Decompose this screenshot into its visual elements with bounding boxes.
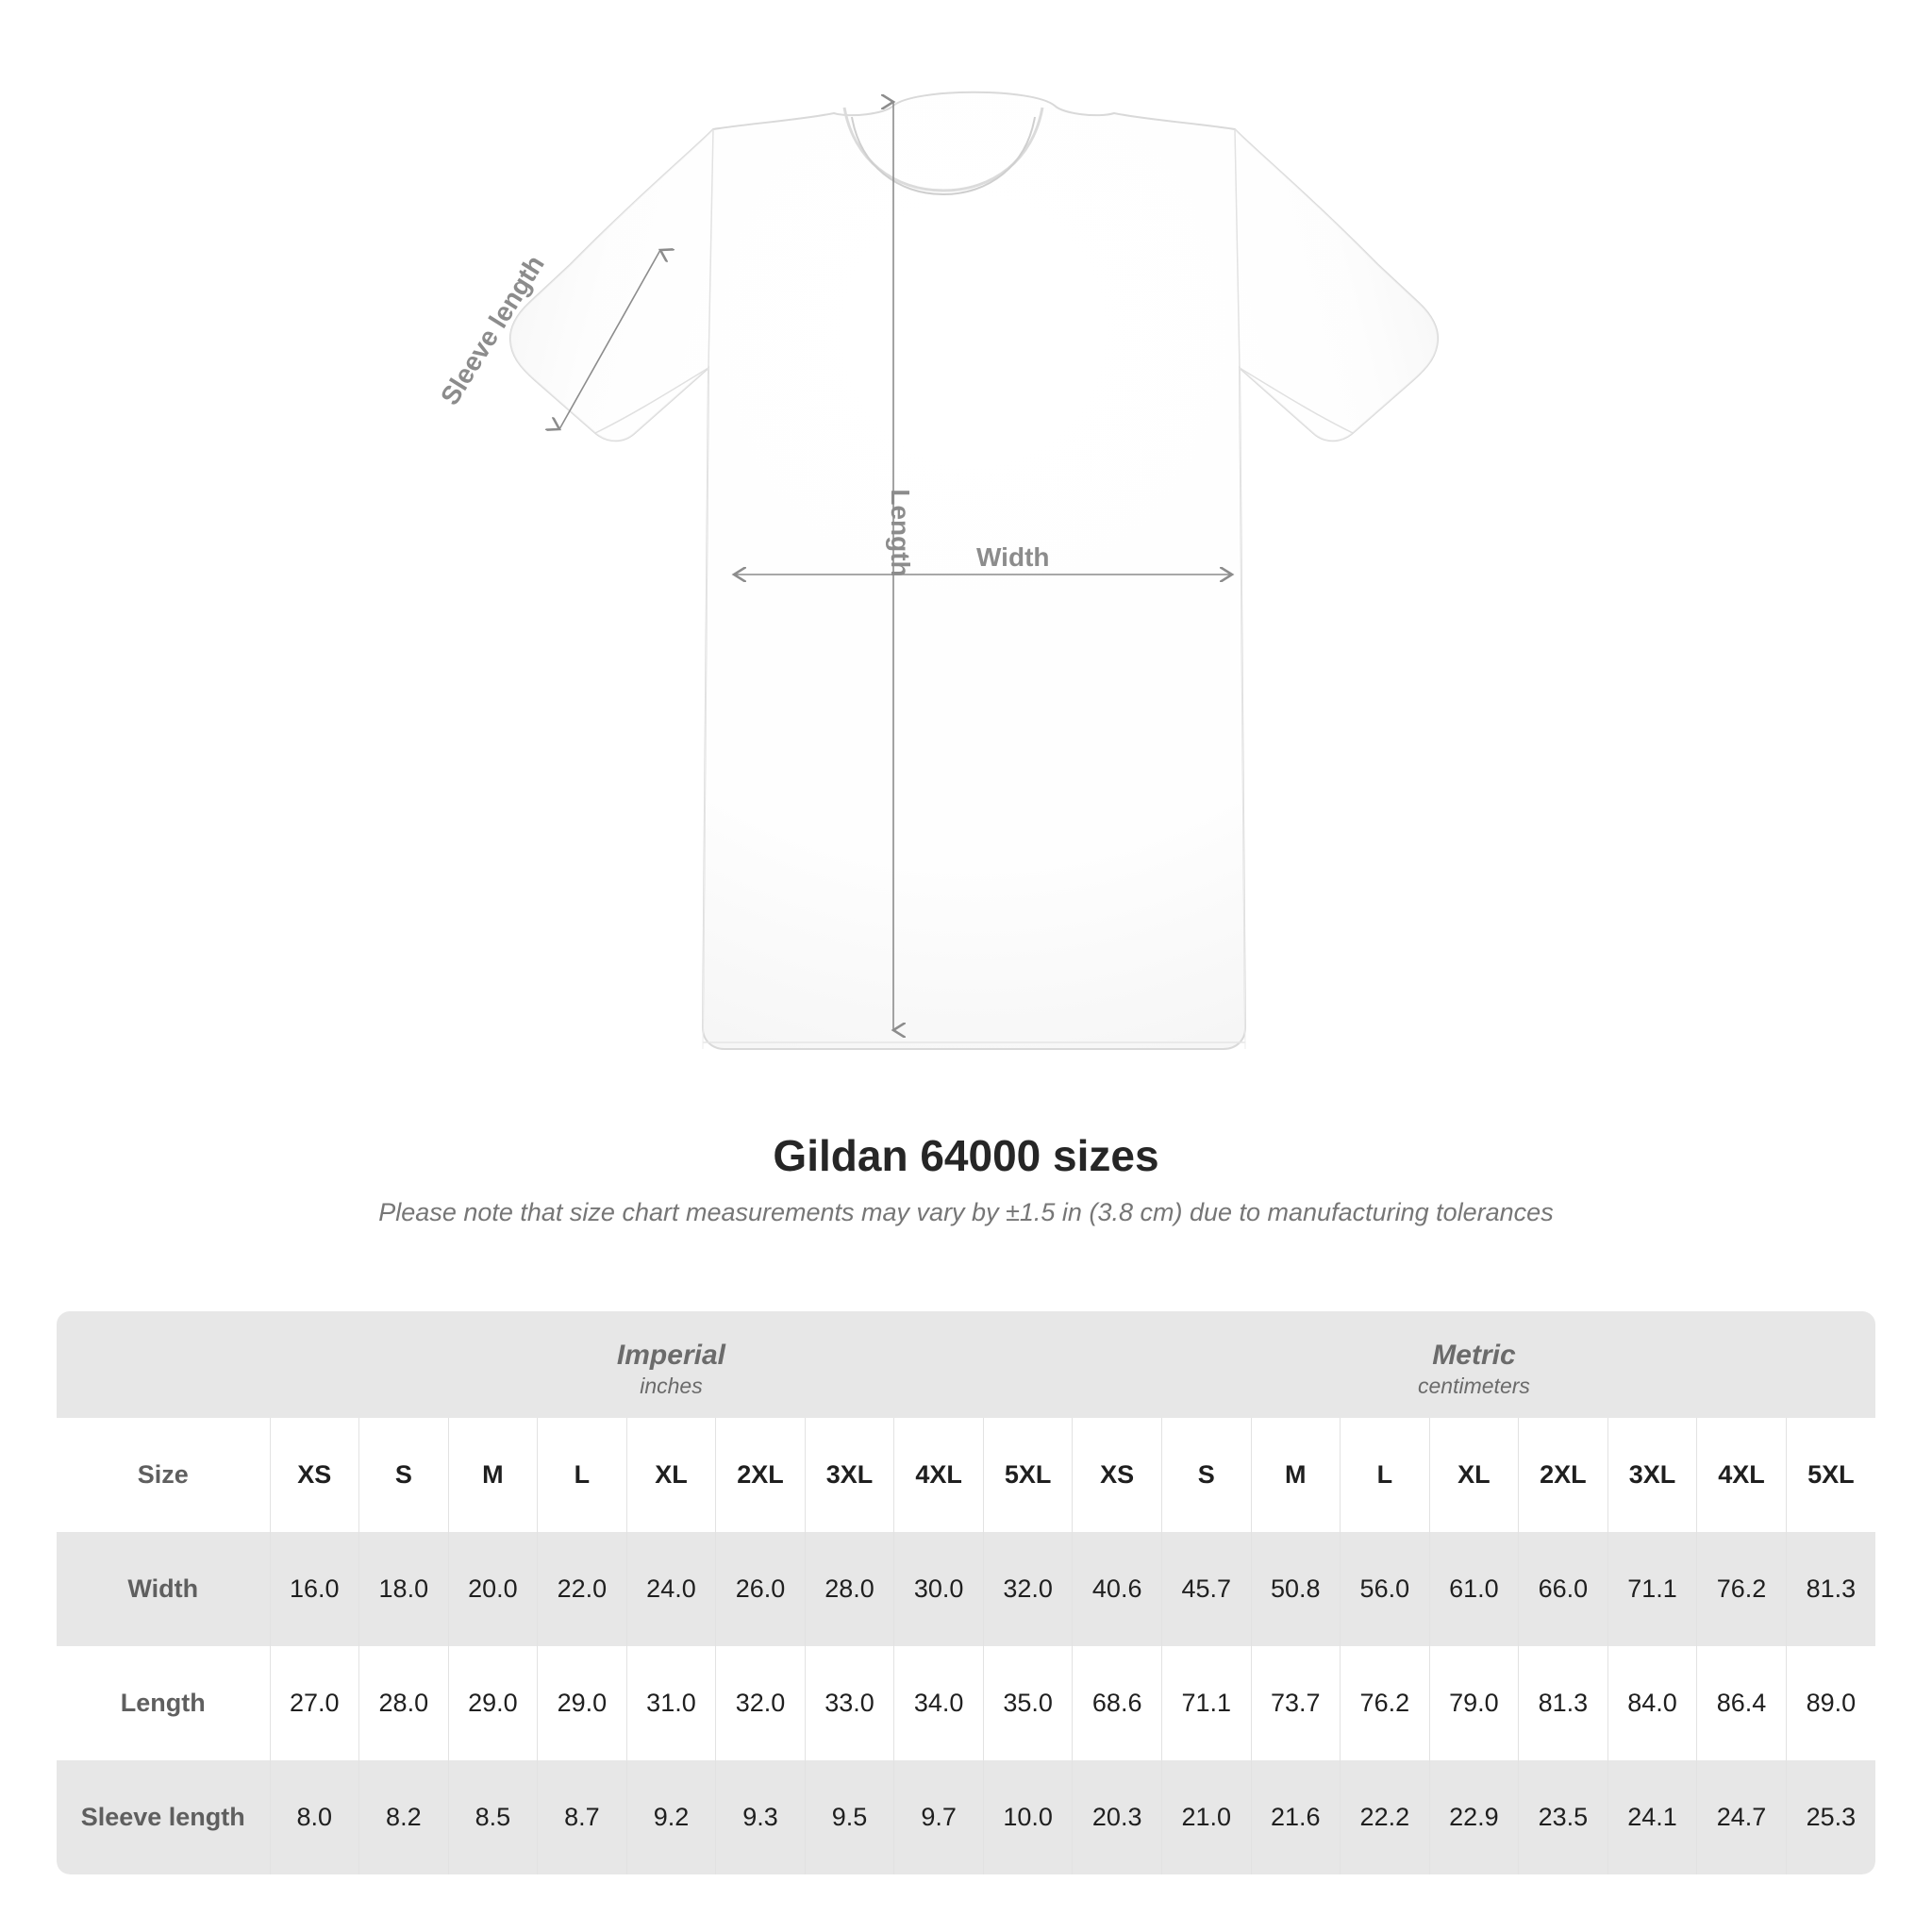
svg-text:Width: Width (976, 542, 1050, 572)
svg-text:Length: Length (886, 489, 915, 576)
svg-text:Sleeve length: Sleeve length (435, 250, 550, 410)
